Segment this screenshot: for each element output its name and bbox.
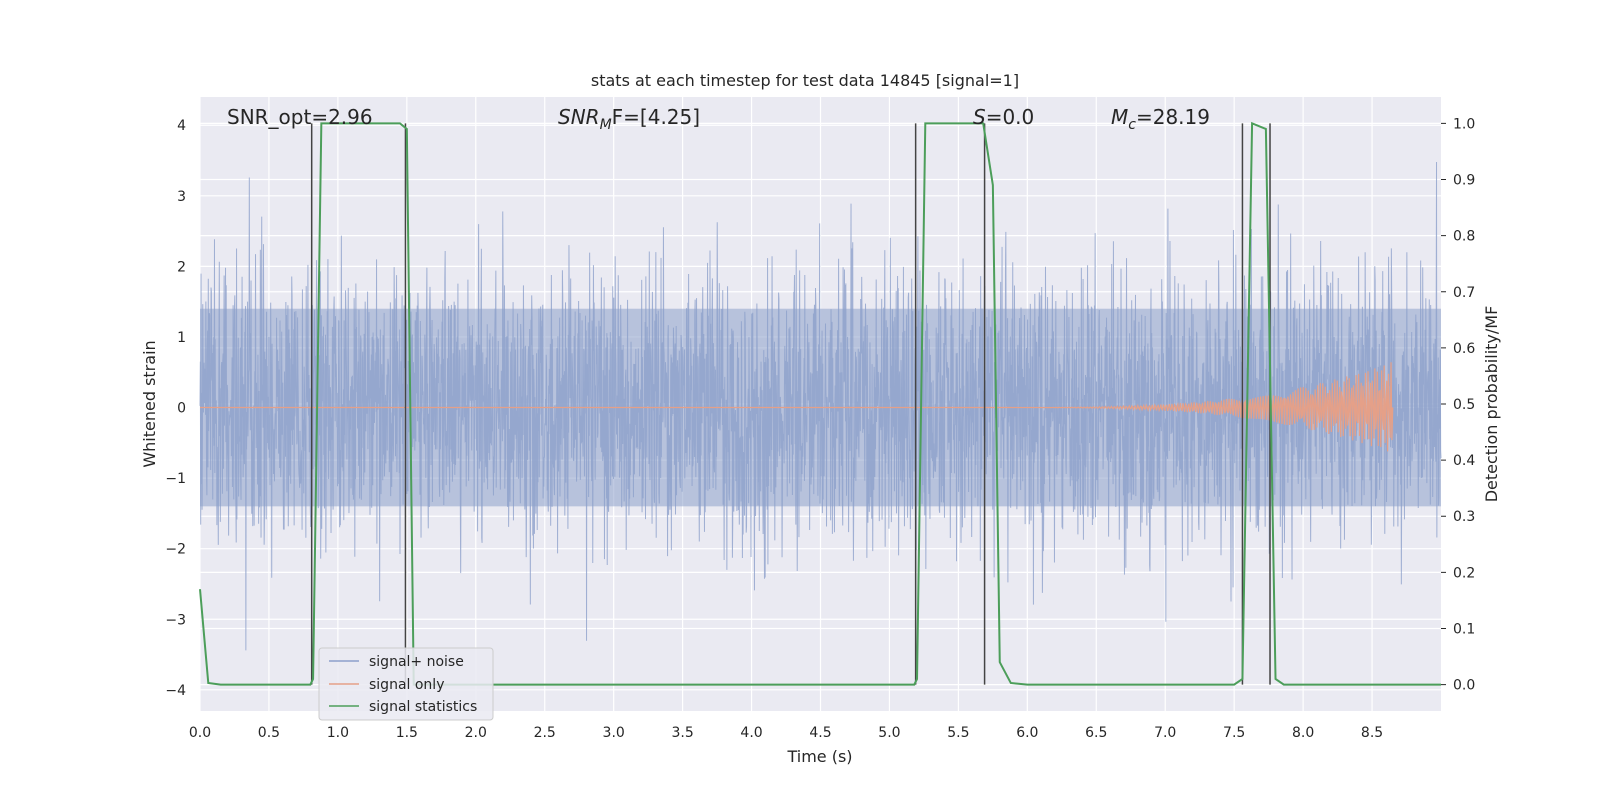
x-tick-label: 3.5 <box>671 725 693 741</box>
x-tick-label: 4.0 <box>740 725 762 741</box>
x-axis-label: Time (s) <box>786 747 852 766</box>
y-right-tick-label: 0.7 <box>1453 285 1475 301</box>
y-right-tick-label: 0.5 <box>1453 397 1475 413</box>
annotation-s-tail: =0.0 <box>986 105 1035 129</box>
x-tick-label: 7.0 <box>1154 725 1176 741</box>
y-right-tick-label: 0.9 <box>1453 173 1475 189</box>
y-right-tick-label: 0.8 <box>1453 229 1475 245</box>
y-left-tick-label: −4 <box>165 683 186 699</box>
annotation-snr-mf-sub: M <box>600 117 612 133</box>
chart-title: stats at each timestep for test data 148… <box>591 71 1019 90</box>
x-tick-label: 7.5 <box>1223 725 1245 741</box>
y-right-tick-label: 0.3 <box>1453 509 1475 525</box>
x-tick-label: 1.5 <box>396 725 418 741</box>
y-right-tick-label: 0.6 <box>1453 341 1475 357</box>
signal-statistics-series <box>199 121 1441 686</box>
signal-only-series <box>200 362 1394 452</box>
right-y-axis-ticks: 0.0 0.1 0.2 0.3 0.4 0.5 0.6 0.7 0.8 0.9 1.0 <box>1441 116 1475 694</box>
y-left-tick-label: 4 <box>177 118 186 134</box>
y-right-tick-label: 0.1 <box>1453 621 1475 637</box>
y-left-tick-label: 0 <box>177 401 186 417</box>
y-left-tick-label: −1 <box>165 471 186 487</box>
y-left-tick-label: −2 <box>165 542 186 558</box>
signal-only-line <box>200 362 1394 452</box>
x-tick-label: 6.5 <box>1085 725 1107 741</box>
annotation-mc-sub: c <box>1128 117 1136 133</box>
x-axis-ticks: 0.0 0.5 1.0 1.5 2.0 2.5 3.0 3.5 4.0 4.5 5.0 5.5 6.0 6… <box>189 725 1383 741</box>
x-tick-label: 4.5 <box>809 725 831 741</box>
y-right-tick-label: 0.4 <box>1453 453 1475 469</box>
legend-label-signal-plus-noise: signal+ noise <box>369 654 464 670</box>
x-tick-label: 3.0 <box>603 725 625 741</box>
x-tick-label: 2.5 <box>534 725 556 741</box>
y-left-tick-label: −3 <box>165 612 186 628</box>
annotation-snr-opt: SNR_opt=2.96 <box>227 105 373 129</box>
annotation-mc: Mc=28.19 <box>1111 105 1210 133</box>
annotation-snr-mf: SNRMF=[4.25] <box>558 105 700 133</box>
y-left-tick-label: 2 <box>177 259 186 275</box>
annotation-snr-mf-main: SNR <box>558 105 600 129</box>
legend-label-signal-only: signal only <box>369 677 444 693</box>
y-left-tick-label: 1 <box>177 330 186 346</box>
y-right-tick-label: 0.0 <box>1453 678 1475 694</box>
left-y-axis-label: Whitened strain <box>140 340 159 467</box>
legend: signal+ noise signal only signal statist… <box>318 647 494 721</box>
annotation-mc-main: M <box>1111 105 1128 129</box>
x-tick-label: 8.5 <box>1361 725 1383 741</box>
y-right-tick-label: 1.0 <box>1453 116 1475 132</box>
y-right-tick-label: 0.2 <box>1453 565 1475 581</box>
annotation-s: S=0.0 <box>973 105 1034 129</box>
annotation-s-main: S <box>973 105 986 129</box>
vertical-markers <box>310 123 1271 685</box>
y-left-tick-label: 3 <box>177 189 186 205</box>
x-tick-label: 2.0 <box>465 725 487 741</box>
annotation-snr-mf-tail: F=[4.25] <box>612 105 700 129</box>
right-y-axis-label: Detection probability/MF <box>1482 306 1501 503</box>
x-tick-label: 6.0 <box>1016 725 1038 741</box>
signal-statistics-line <box>199 121 1441 686</box>
plot-area <box>199 97 1442 711</box>
annotation-mc-tail: =28.19 <box>1136 105 1210 129</box>
legend-box <box>318 647 494 721</box>
x-tick-label: 8.0 <box>1292 725 1314 741</box>
x-tick-label: 0.5 <box>258 725 280 741</box>
x-tick-label: 0.0 <box>189 725 211 741</box>
x-tick-label: 1.0 <box>327 725 349 741</box>
left-y-axis-ticks: −4 −3 −2 −1 0 1 2 3 4 <box>165 118 186 699</box>
x-tick-label: 5.0 <box>878 725 900 741</box>
legend-label-signal-statistics: signal statistics <box>369 699 477 715</box>
x-tick-label: 5.5 <box>947 725 969 741</box>
